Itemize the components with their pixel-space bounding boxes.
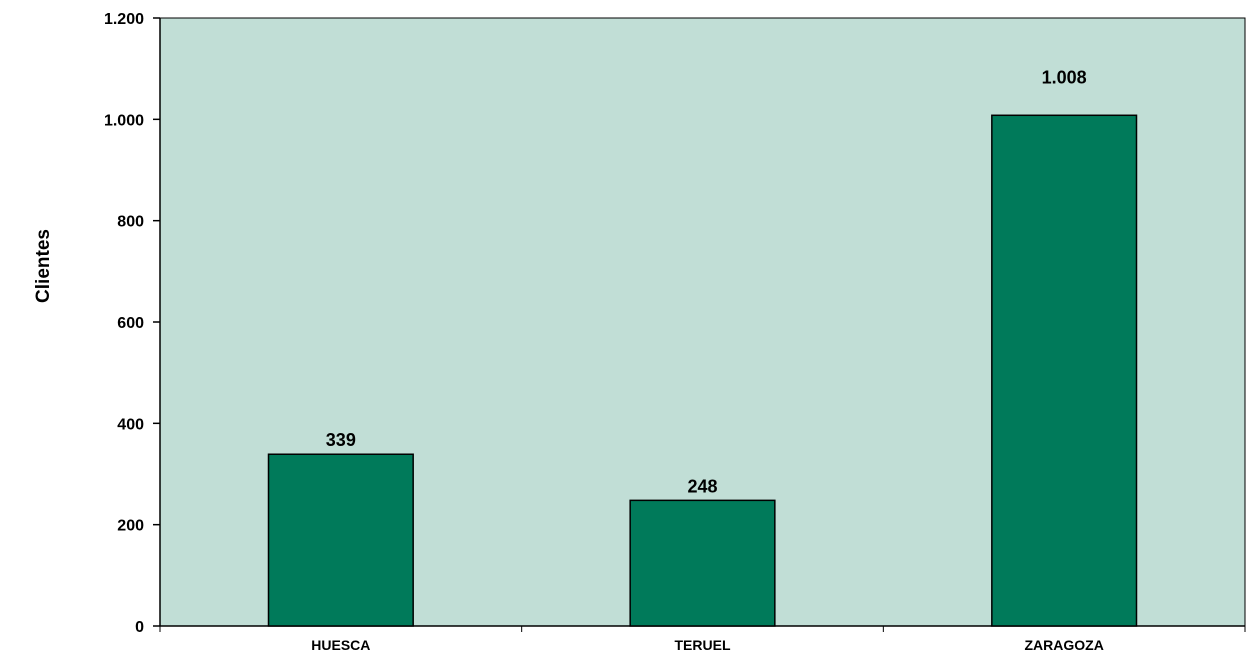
data-label: 339: [326, 430, 356, 450]
y-tick-label: 200: [117, 518, 144, 535]
x-category-label: ZARAGOZA: [1025, 637, 1104, 653]
data-label: 1.008: [1042, 67, 1087, 87]
y-tick-label: 800: [117, 214, 144, 231]
y-tick-label: 1.000: [104, 112, 144, 129]
x-category-label: HUESCA: [311, 637, 370, 653]
y-tick-label: 600: [117, 315, 144, 332]
y-tick-label: 400: [117, 416, 144, 433]
y-axis: 0 200 400 600 800 1.000 1.200: [104, 11, 161, 636]
data-label: 248: [687, 476, 717, 496]
x-category-label: TERUEL: [675, 637, 731, 653]
y-tick-label: 0: [135, 619, 144, 636]
x-axis: HUESCA TERUEL ZARAGOZA: [159, 625, 1246, 653]
y-axis-title: Clientes: [33, 229, 54, 303]
bar-teruel: [629, 499, 776, 627]
bar-zaragoza: [991, 114, 1138, 627]
bar-huesca: [267, 453, 414, 627]
y-tick-label: 1.200: [104, 11, 144, 28]
data-labels: 339 248 1.008: [326, 67, 1087, 496]
bars: [267, 114, 1138, 627]
